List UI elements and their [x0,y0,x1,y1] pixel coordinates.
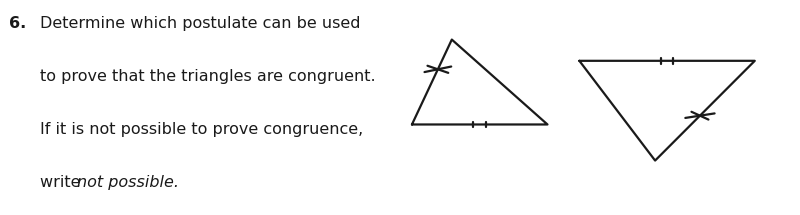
Text: write: write [40,175,86,190]
Text: If it is not possible to prove congruence,: If it is not possible to prove congruenc… [40,122,363,137]
Text: 6.: 6. [10,16,26,31]
Text: not possible.: not possible. [77,175,179,190]
Text: Determine which postulate can be used: Determine which postulate can be used [40,16,360,31]
Text: to prove that the triangles are congruent.: to prove that the triangles are congruen… [40,69,375,84]
